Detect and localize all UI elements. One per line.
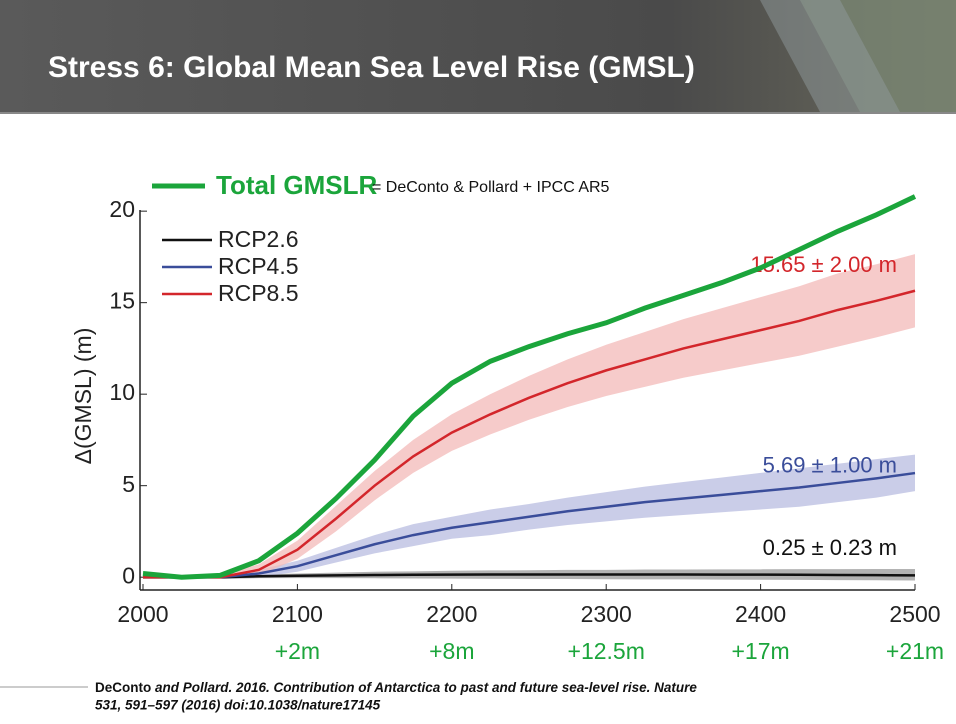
x-tick-label: 2300 (581, 601, 632, 627)
x-tick-label: 2500 (889, 601, 940, 627)
uncertainty-band (143, 254, 915, 580)
value-label: 5.69 ± 1.00 m (763, 452, 897, 477)
slide-title: Stress 6: Global Mean Sea Level Rise (GM… (48, 51, 695, 84)
increment-label: +8m (429, 638, 474, 664)
value-label: 15.65 ± 2.00 m (750, 252, 897, 277)
citation-line2: 531, 591–597 (2016) doi:10.1038/nature17… (95, 698, 381, 713)
increment-label: +17m (732, 638, 790, 664)
legend-label: RCP4.5 (218, 253, 299, 279)
chart: 0 5 10 15 20 2000 2100 2200 2300 2400 2500 Δ(GMSL) … (70, 170, 944, 664)
x-tick-label: 2000 (117, 601, 168, 627)
citation-author: DeConto (95, 680, 151, 695)
increment-label: +12.5m (568, 638, 645, 664)
y-tick-label: 20 (109, 196, 135, 222)
legend-label: RCP8.5 (218, 280, 299, 306)
increment-label: +2m (275, 638, 320, 664)
citation: DeConto and Pollard. 2016. Contribution … (95, 680, 697, 695)
y-axis-label: Δ(GMSL) (m) (70, 328, 96, 465)
series-line (142, 194, 917, 580)
legend-label: Total GMSLR (216, 170, 378, 200)
legend-note: = DeConto & Pollard + IPCC AR5 (372, 179, 610, 196)
x-tick-label: 2400 (735, 601, 786, 627)
y-tick-label: 10 (109, 379, 135, 405)
x-tick-label: 2100 (272, 601, 323, 627)
y-tick-label: 15 (109, 288, 135, 314)
y-tick-label: 5 (122, 471, 135, 497)
legend-label: RCP2.6 (218, 226, 299, 252)
series-line (143, 573, 916, 579)
y-tick-label: 0 (122, 562, 135, 588)
increment-label: +21m (886, 638, 944, 664)
x-tick-label: 2200 (426, 601, 477, 627)
series-line (143, 289, 916, 579)
citation-text: and Pollard. 2016. Contribution of Antar… (151, 680, 697, 695)
header-photo-road (760, 0, 900, 112)
series-line (143, 471, 916, 579)
value-label: 0.25 ± 0.23 m (763, 535, 897, 560)
